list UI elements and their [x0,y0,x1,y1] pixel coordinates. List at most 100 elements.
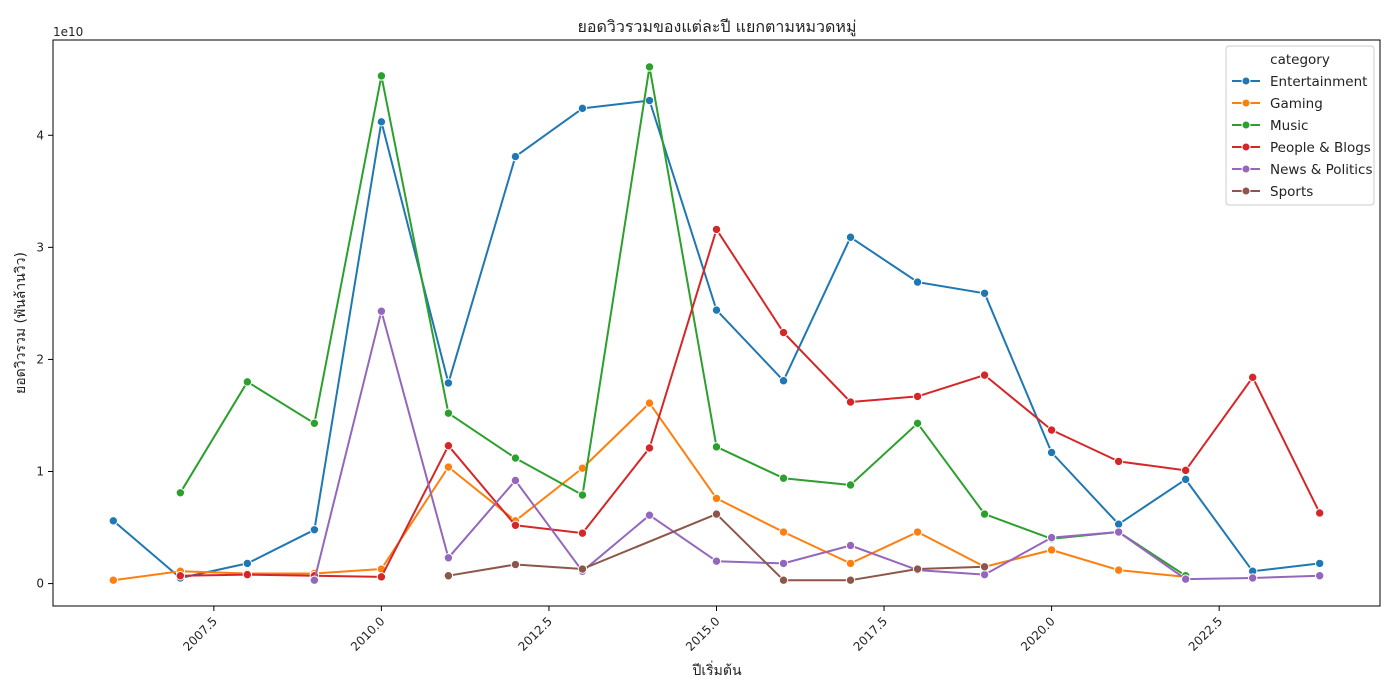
legend-label: Sports [1270,184,1313,200]
data-point [845,575,856,585]
legend-box [1225,45,1375,206]
data-point [979,370,990,380]
data-point [108,516,119,526]
data-point [1113,527,1124,537]
legend-marker [1241,186,1251,196]
y-axis-title: ยอดวิวรวม (พันล้านวิว) [13,252,29,394]
data-point [1314,558,1325,569]
legend-item: Gaming [1232,96,1323,112]
y-tick-label: 1 [36,465,44,479]
series-line [313,310,1320,581]
data-point [912,527,923,537]
data-point [242,377,253,387]
data-point [376,117,387,127]
series-line [448,513,985,582]
legend-label: Music [1270,118,1308,134]
series-music [175,62,1191,581]
data-point [510,559,521,570]
data-point [1113,565,1124,575]
data-point [644,398,655,408]
data-point [510,475,521,486]
x-tick-label: 2017.5 [851,614,891,654]
data-point [1046,425,1057,435]
y-axis: 0 1 2 3 4 [36,128,53,591]
data-point [242,558,253,569]
series-line [112,99,1320,579]
chart-title: ยอดวิวรวมของแต่ละปี แยกตามหมวดหมู่ [577,17,856,37]
series-entertainment [108,95,1325,583]
data-point [577,103,588,114]
data-point [644,95,655,106]
y-tick-label: 4 [36,128,44,142]
data-point [175,488,186,498]
legend-item: Music [1232,118,1308,134]
x-tick-label: 2022.5 [1186,614,1226,654]
legend-item: People & Blogs [1232,140,1371,156]
legend-item: Sports [1232,184,1313,200]
x-tick-label: 2015.0 [683,614,723,654]
legend-marker [1241,142,1251,152]
data-point [711,224,722,235]
data-point [443,571,454,581]
x-tick-label: 2012.5 [515,614,555,654]
data-point [644,62,655,72]
data-point [979,288,990,298]
data-point [1180,574,1191,584]
legend-label: Gaming [1270,96,1323,112]
data-point [845,232,856,242]
data-point [1180,465,1191,476]
data-point [644,510,655,520]
data-point [376,71,387,81]
data-point [711,305,722,315]
data-point [1113,519,1124,529]
data-point [1247,573,1258,583]
data-point [510,151,521,162]
data-point [979,509,990,519]
series-line [180,228,1321,578]
data-point [443,408,454,418]
data-point [845,480,856,490]
legend-item: News & Politics [1232,162,1373,178]
data-point [778,558,789,569]
data-point [845,397,856,407]
data-point [510,453,521,463]
x-axis: 2007.5 2010.0 2012.5 2015.0 2017.5 2020.0 2022… [180,606,1225,654]
data-point [108,575,119,585]
data-point [778,376,789,386]
x-tick-label: 2007.5 [180,614,220,654]
data-point [845,558,856,569]
legend-label: Entertainment [1270,74,1367,90]
legend-label: News & Politics [1270,162,1373,178]
data-point [778,473,789,483]
y-offset-label: 1e10 [53,25,83,39]
data-point [1046,447,1057,458]
data-point [778,575,789,585]
data-point [443,378,454,388]
data-point [577,490,588,500]
data-point [376,306,387,316]
data-point [510,520,521,531]
data-point [175,571,186,581]
data-point [979,562,990,572]
data-point [778,527,789,537]
data-point [376,572,387,582]
data-point [711,556,722,566]
series-layer [108,62,1325,585]
legend-marker [1241,98,1251,108]
series-line [179,65,1187,577]
data-point [711,493,722,504]
data-point [1180,474,1191,485]
legend-marker [1241,120,1251,130]
series-sports [443,509,990,585]
data-point [443,462,454,472]
data-point [309,418,320,429]
data-point [443,441,454,451]
data-point [1247,372,1258,383]
data-point [711,442,722,452]
legend-item: Entertainment [1232,74,1367,90]
data-point [577,564,588,574]
plot-frame [52,39,1381,607]
data-point [1046,545,1057,555]
